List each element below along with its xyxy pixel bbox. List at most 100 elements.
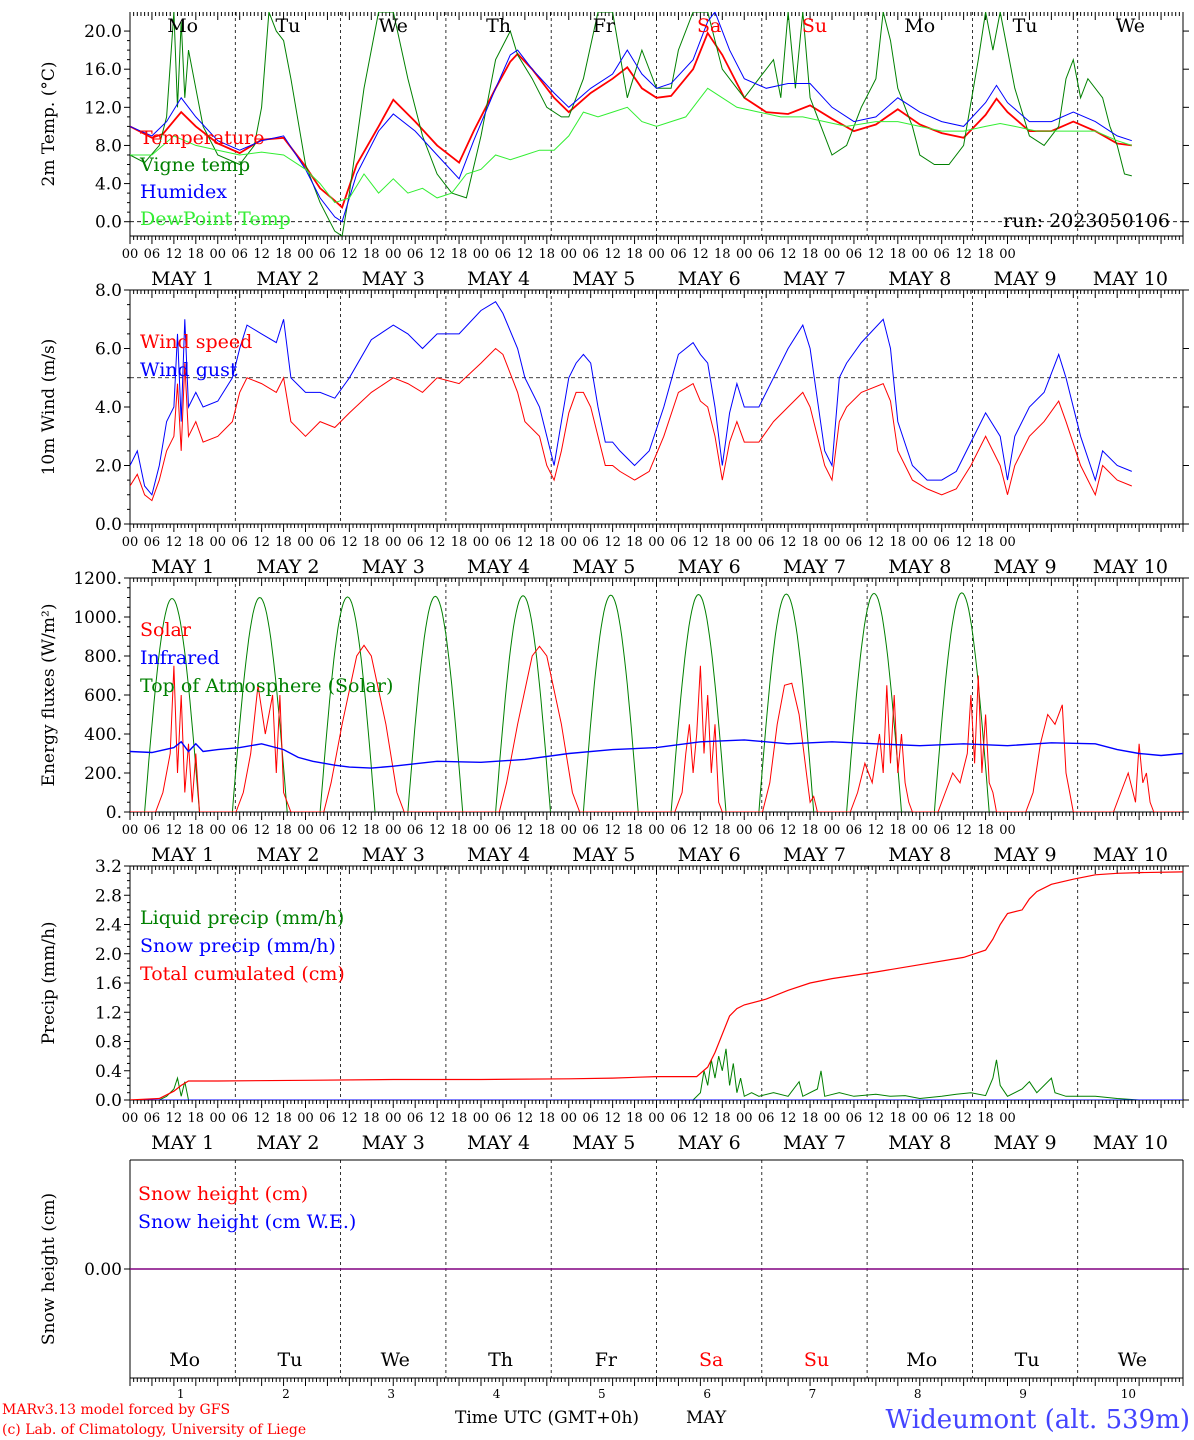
energy-x-hour-label: 00	[209, 823, 226, 838]
day-abbr-label: Su	[802, 15, 827, 37]
wind-x-hour-label: 18	[363, 535, 380, 550]
energy-x-hour-label: 18	[539, 823, 556, 838]
precip-x-hour-label: 00	[297, 1111, 314, 1126]
temperature-x-hour-label: 00	[911, 247, 928, 262]
energy-x-hour-label: 18	[188, 823, 205, 838]
temperature-y-axis-label: 2m Temp. (°C)	[39, 61, 59, 186]
wind-y-tick-label: 2.0	[95, 457, 122, 477]
precip-x-hour-label: 00	[209, 1111, 226, 1126]
temperature-x-hour-label: 00	[297, 247, 314, 262]
temperature-x-hour-label: 12	[692, 247, 709, 262]
snow-day-abbr-label: Sa	[699, 1349, 723, 1371]
energy-y-tick-label: 400.	[84, 725, 122, 745]
temperature-x-hour-label: 00	[648, 247, 665, 262]
series-toa-solar-line	[495, 595, 551, 812]
temperature-date-label: MAY 4	[467, 268, 530, 290]
precip-y-tick-label: 2.4	[95, 916, 122, 936]
temperature-date-label: MAY 5	[572, 268, 635, 290]
wind-x-hour-label: 06	[933, 535, 950, 550]
precip-x-hour-label: 00	[385, 1111, 402, 1126]
precip-date-label: MAY 2	[256, 1132, 319, 1154]
series-wind-speed-line	[130, 347, 1132, 502]
energy-x-hour-label: 06	[846, 823, 863, 838]
temperature-x-hour-label: 00	[560, 247, 577, 262]
wind-x-hour-label: 00	[385, 535, 402, 550]
wind-x-hour-label: 18	[802, 535, 819, 550]
wind-x-hour-label: 18	[188, 535, 205, 550]
wind-x-hour-label: 18	[539, 535, 556, 550]
snow-day-number-label: 6	[703, 1387, 711, 1401]
wind-y-tick-label: 6.0	[95, 340, 122, 360]
temperature-x-hour-label: 06	[319, 247, 336, 262]
day-abbr-label: Mo	[167, 15, 198, 37]
wind-x-hour-label: 18	[626, 535, 643, 550]
precip-x-hour-label: 18	[188, 1111, 205, 1126]
day-abbr-label: Sa	[697, 15, 721, 37]
temperature-date-label: MAY 3	[362, 268, 425, 290]
snow-legend-entry: Snow height (cm)	[138, 1183, 308, 1205]
precip-x-hour-label: 00	[736, 1111, 753, 1126]
precip-x-hour-label: 12	[868, 1111, 885, 1126]
energy-legend-entry: Top of Atmosphere (Solar)	[140, 675, 393, 697]
snow-day-abbr-label: Mo	[169, 1349, 200, 1371]
energy-x-hour-label: 00	[473, 823, 490, 838]
snow-day-number-label: 10	[1121, 1387, 1136, 1401]
snow-day-number-label: 5	[598, 1387, 606, 1401]
temperature-x-hour-label: 00	[385, 247, 402, 262]
day-abbr-label: Tu	[275, 15, 300, 37]
precip-x-hour-label: 12	[341, 1111, 358, 1126]
temperature-x-hour-label: 18	[451, 247, 468, 262]
precip-x-hour-label: 12	[692, 1111, 709, 1126]
wind-x-hour-label: 00	[297, 535, 314, 550]
precip-x-hour-label: 00	[824, 1111, 841, 1126]
snow-day-number-label: 9	[1019, 1387, 1027, 1401]
snow-day-number-label: 2	[282, 1387, 290, 1401]
series-toa-solar-line	[670, 594, 727, 812]
energy-x-hour-label: 18	[714, 823, 731, 838]
energy-date-label: MAY 9	[994, 844, 1057, 866]
temperature-x-hour-label: 12	[604, 247, 621, 262]
snow-day-abbr-label: Su	[804, 1349, 829, 1371]
wind-x-hour-label: 18	[890, 535, 907, 550]
energy-y-tick-label: 200.	[84, 764, 122, 784]
wind-x-hour-label: 00	[911, 535, 928, 550]
wind-x-hour-label: 00	[473, 535, 490, 550]
precip-x-hour-label: 12	[780, 1111, 797, 1126]
energy-date-label: MAY 8	[888, 844, 951, 866]
temperature-legend-entry: Humidex	[140, 181, 227, 203]
precip-x-hour-label: 18	[977, 1111, 994, 1126]
series-wind-gust-line	[130, 301, 1132, 496]
energy-x-hour-label: 18	[451, 823, 468, 838]
wind-x-hour-label: 00	[560, 535, 577, 550]
wind-x-hour-label: 06	[144, 535, 161, 550]
temperature-legend-entry: Vigne temp	[139, 154, 250, 176]
temperature-y-tick-label: 4.0	[95, 175, 122, 195]
wind-date-label: MAY 3	[362, 556, 425, 578]
wind-x-hour-label: 00	[999, 535, 1016, 550]
precip-x-hour-label: 00	[999, 1111, 1016, 1126]
temperature-x-hour-label: 12	[341, 247, 358, 262]
precip-date-label: MAY 3	[362, 1132, 425, 1154]
energy-panel: 0. 200. 400. 600. 800. 1000. 1200. Energy fluxe…	[39, 569, 1189, 866]
precip-date-label: MAY 5	[572, 1132, 635, 1154]
precip-x-hour-label: 06	[231, 1111, 248, 1126]
precip-date-label: MAY 9	[994, 1132, 1057, 1154]
day-abbr-label: We	[1116, 15, 1145, 37]
wind-y-tick-label: 8.0	[95, 281, 122, 301]
precip-x-hour-label: 12	[429, 1111, 446, 1126]
snow-day-abbr-label: Tu	[1015, 1349, 1040, 1371]
precip-x-hour-label: 18	[275, 1111, 292, 1126]
temperature-x-hour-label: 18	[539, 247, 556, 262]
wind-x-hour-label: 18	[714, 535, 731, 550]
energy-legend-entry: Infrared	[140, 647, 220, 669]
temperature-date-label: MAY 1	[151, 268, 214, 290]
precip-x-hour-label: 18	[802, 1111, 819, 1126]
day-abbr-label: Th	[486, 15, 511, 37]
precip-y-tick-label: 0.0	[95, 1091, 122, 1111]
energy-plot-area	[130, 592, 1183, 812]
energy-x-hour-label: 00	[122, 823, 139, 838]
snow-day-abbr-label: We	[381, 1349, 410, 1371]
precip-x-hour-label: 00	[911, 1111, 928, 1126]
snow-day-number-label: 3	[387, 1387, 395, 1401]
